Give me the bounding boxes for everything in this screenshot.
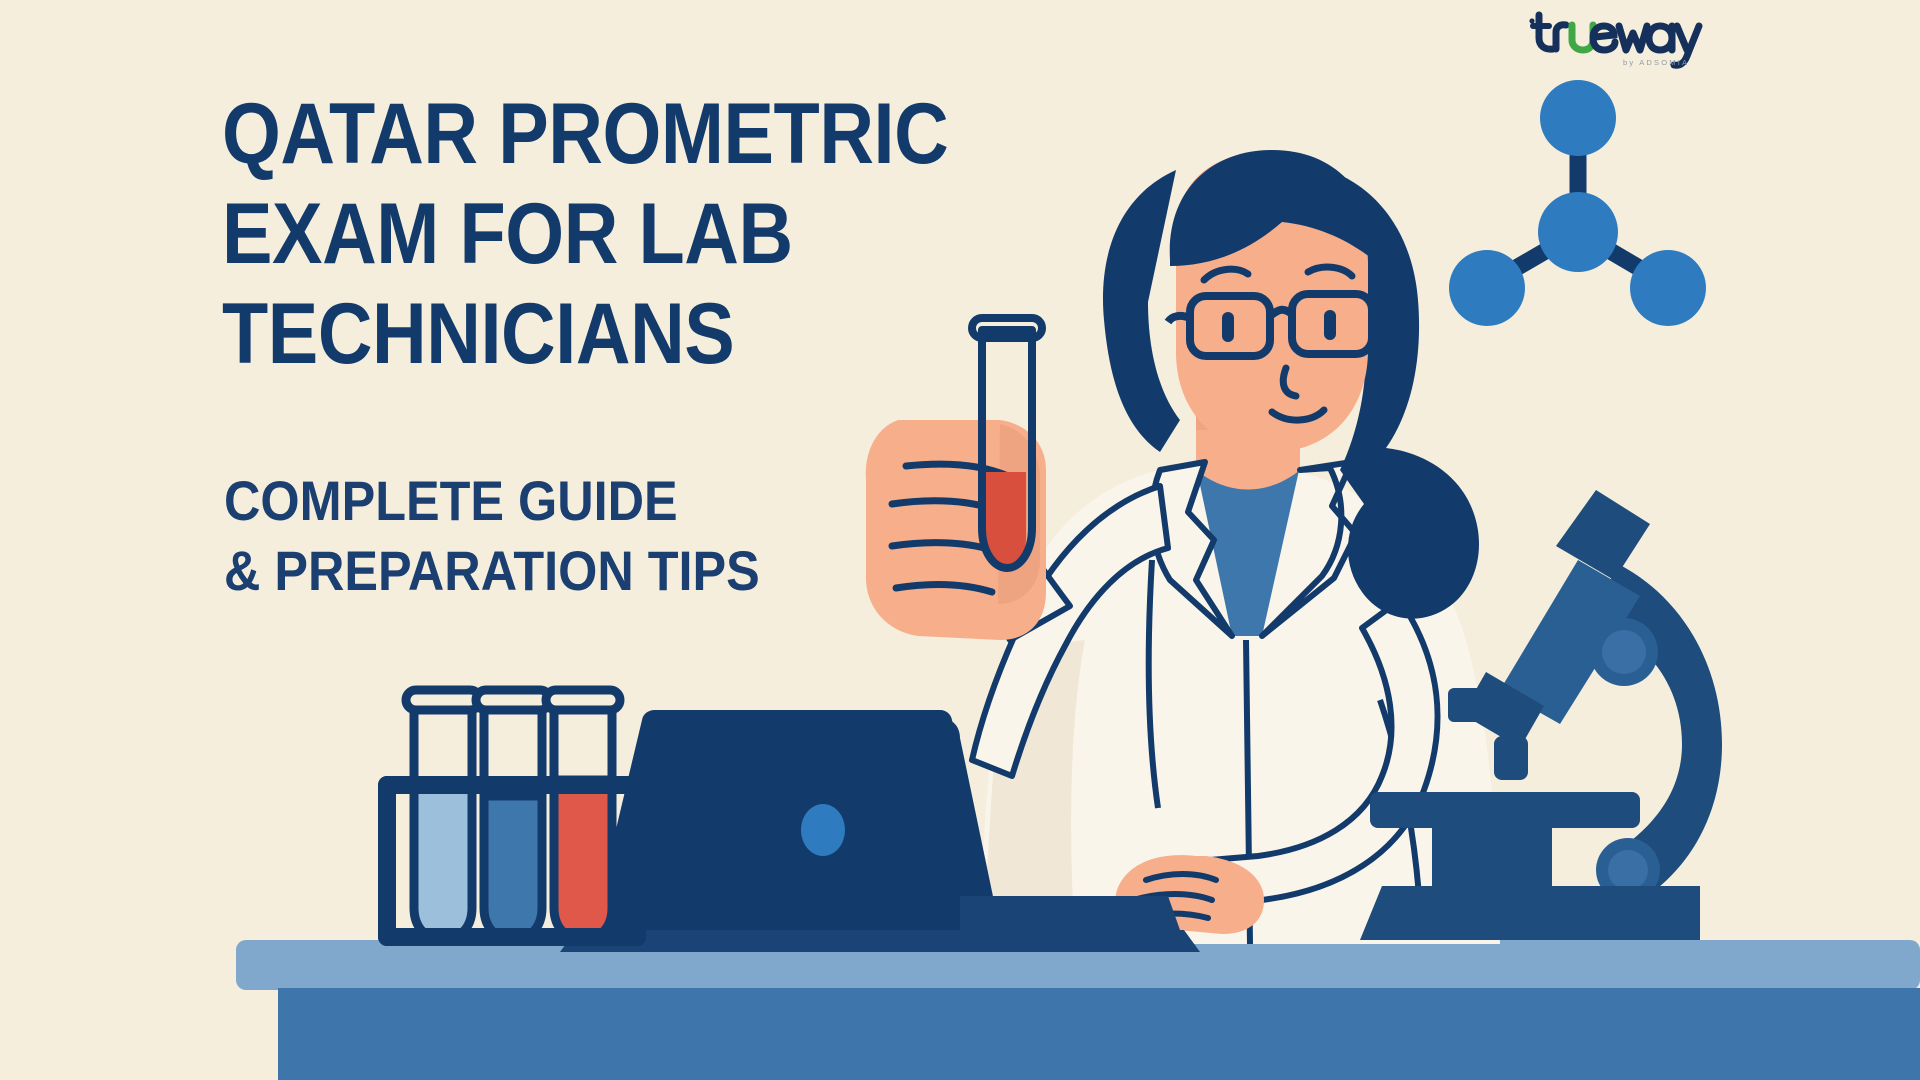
- logo-letter-r: [1552, 21, 1570, 53]
- laptop: [560, 710, 1200, 952]
- tube-2-upper: [479, 702, 547, 801]
- tube-1-rim: [401, 685, 485, 715]
- microscope-tube: [1500, 560, 1640, 724]
- tube-rim: [968, 314, 1046, 342]
- eyebrow-right: [1304, 263, 1356, 280]
- headline-line-2: EXAM FOR LAB: [222, 186, 793, 282]
- laptop-logo-icon: [801, 804, 845, 856]
- microscope-stage: [1370, 792, 1640, 828]
- molecule-atom-right: [1630, 250, 1706, 326]
- arm-raised-sleeve: [969, 483, 1171, 779]
- finger-line-4: [892, 581, 996, 596]
- laptop-base: [560, 930, 1200, 952]
- hair-fringe: [1169, 150, 1376, 266]
- desk: [236, 940, 1920, 1080]
- molecule-atom-top: [1540, 80, 1616, 156]
- mouth: [1268, 406, 1328, 424]
- molecule-icon: [1449, 80, 1706, 326]
- rack-leg-right: [628, 776, 646, 946]
- laptop-keyboard-deck: [960, 896, 1180, 930]
- nose: [1279, 364, 1300, 400]
- test-tube-in-hand: [968, 314, 1046, 572]
- page-subtitle: COMPLETE GUIDE & PREPARATION TIPS: [224, 466, 1084, 606]
- test-tube-rack: [378, 685, 646, 946]
- tube-glass: [978, 326, 1036, 572]
- tube-2-rim: [471, 685, 555, 715]
- glasses-icon: [1164, 290, 1376, 360]
- molecule-atom-left: [1449, 250, 1525, 326]
- logo-letter-t: [1535, 11, 1557, 53]
- logo-letter-y: [1670, 22, 1703, 69]
- tube-3-liquid: [554, 780, 612, 938]
- logo-letter-w: [1615, 22, 1651, 54]
- desk-front: [278, 988, 1920, 1080]
- hair-ponytail: [1284, 162, 1480, 619]
- eye-right: [1324, 310, 1336, 340]
- logo-letter-a: [1645, 22, 1676, 54]
- coat-pocket-seam: [1145, 559, 1161, 809]
- microscope-icon: [1360, 490, 1722, 940]
- logo-tagline: by ADSOMIA: [1623, 58, 1689, 67]
- hair-left: [1102, 170, 1180, 452]
- brand-logo[interactable]: by ADSOMIA: [1527, 8, 1727, 70]
- logo-letter-e: [1589, 22, 1619, 54]
- desk-top: [236, 940, 1920, 990]
- tube-liquid: [986, 472, 1026, 566]
- headline-line-1: QATAR PROMETRIC: [222, 86, 949, 182]
- logo-dot-icon: [1529, 18, 1535, 24]
- scientist-figure: [865, 150, 1500, 945]
- tube-2-liquid: [484, 796, 542, 938]
- molecule-atom-center: [1538, 192, 1618, 272]
- microscope-eyepiece: [1556, 490, 1650, 580]
- rack-bottom-bar: [378, 928, 646, 946]
- tube-1-liquid: [414, 784, 472, 938]
- microscope-objective: [1494, 736, 1528, 780]
- subtitle-line-1: COMPLETE GUIDE: [224, 469, 678, 532]
- page-title: QATAR PROMETRIC EXAM FOR LAB TECHNICIANS: [222, 84, 1142, 384]
- eyebrow-left: [1200, 265, 1252, 284]
- microscope-base: [1360, 886, 1700, 940]
- rack-leg-left: [378, 776, 396, 946]
- rack-top-bar: [378, 776, 646, 794]
- tube-3-rim: [541, 685, 625, 715]
- headline-line-3: TECHNICIANS: [222, 286, 735, 382]
- subtitle-line-2: & PREPARATION TIPS: [224, 539, 760, 602]
- eye-left: [1222, 312, 1234, 342]
- microscope-arm: [1610, 560, 1722, 906]
- keyboard-finger-line-1: [1143, 871, 1219, 883]
